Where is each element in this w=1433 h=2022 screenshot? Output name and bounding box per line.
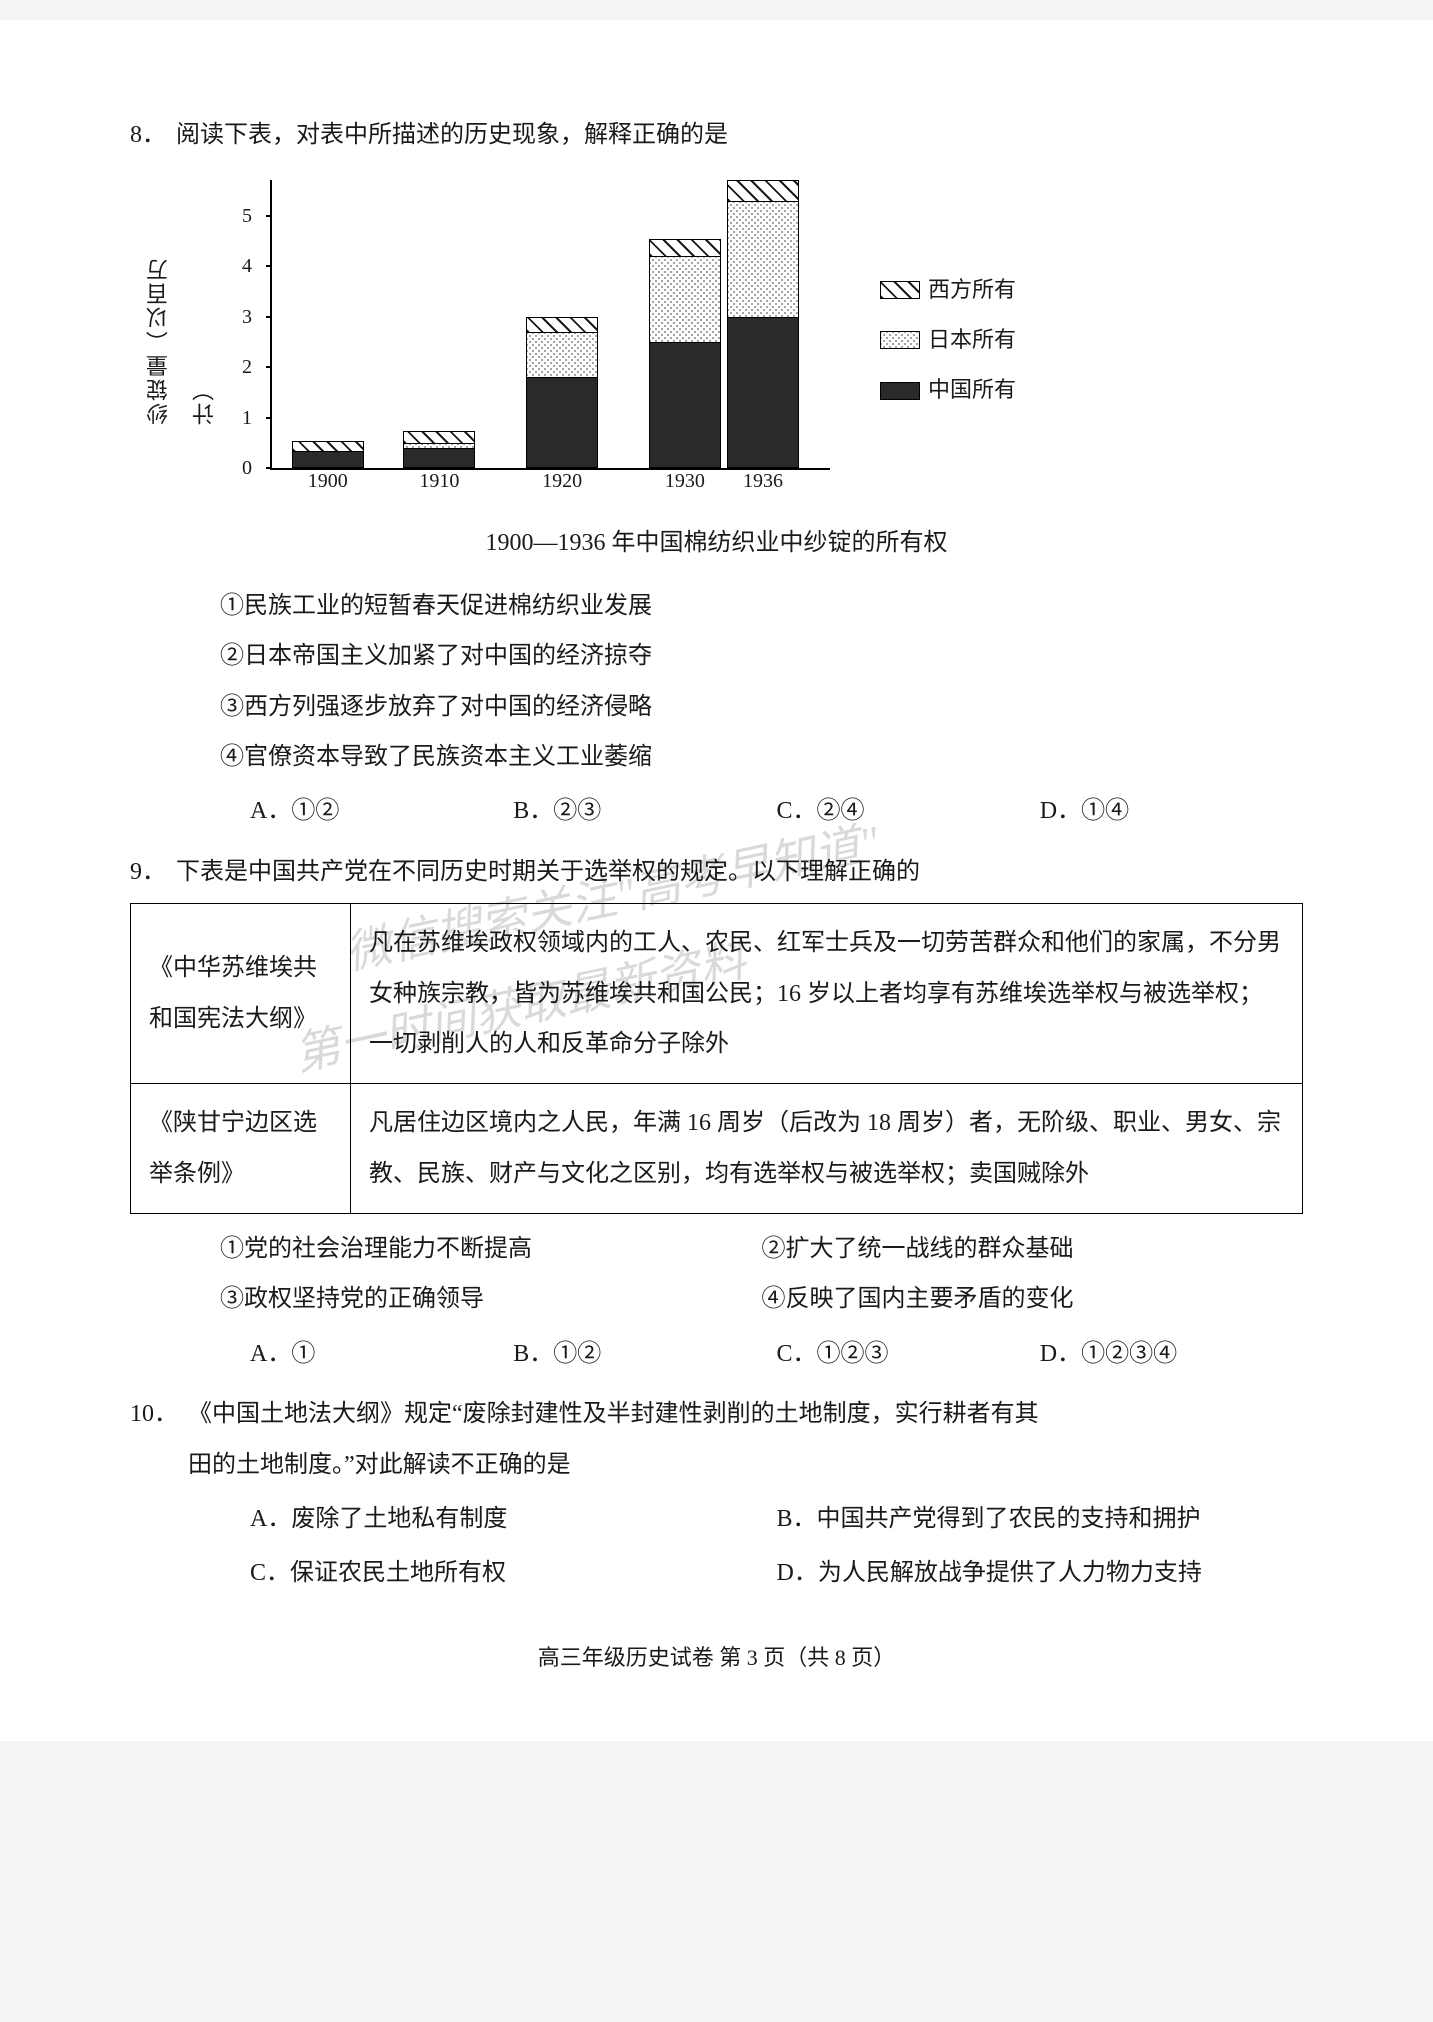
ytick-mark xyxy=(266,366,272,368)
q10-number: 10． xyxy=(130,1389,188,1490)
bar-segment-west xyxy=(526,317,598,332)
q9-stmt-1: ①党的社会治理能力不断提高 xyxy=(220,1224,762,1274)
ytick-mark xyxy=(266,265,272,267)
q9-r2-content: 凡居住边区境内之人民，年满 16 周岁（后改为 18 周岁）者，无阶级、职业、男… xyxy=(351,1084,1303,1214)
q9-r1-content: 凡在苏维埃政权领域内的工人、农民、红军士兵及一切劳苦群众和他们的家属，不分男女种… xyxy=(351,904,1303,1084)
q8-stmt-4: ④官僚资本导致了民族资本主义工业萎缩 xyxy=(220,732,1303,782)
q10-options-row1: A．废除了土地私有制度 B．中国共产党得到了农民的支持和拥护 xyxy=(250,1494,1303,1544)
q9-stmts-row2: ③政权坚持党的正确领导 ④反映了国内主要矛盾的变化 xyxy=(220,1274,1303,1324)
q9-stmt-3: ③政权坚持党的正确领导 xyxy=(220,1274,762,1324)
legend-china: 中国所有 xyxy=(880,367,1016,413)
q10-stem-l1: 《中国土地法大纲》规定“废除封建性及半封建性剥削的土地制度，实行耕者有其 xyxy=(188,1401,1039,1427)
ytick-mark xyxy=(266,316,272,318)
q8-opt-d: D．①④ xyxy=(1040,786,1303,836)
q10-opt-a: A．废除了土地私有制度 xyxy=(250,1494,777,1544)
chart-legend: 西方所有 日本所有 中国所有 xyxy=(880,267,1016,414)
q9-table: 《中华苏维埃共和国宪法大纲》 凡在苏维埃政权领域内的工人、农民、红军士兵及一切劳… xyxy=(130,903,1303,1214)
q10-stem-l2: 田的土地制度。”对此解读不正确的是 xyxy=(188,1452,571,1478)
q9-opt-d: D．①②③④ xyxy=(1040,1329,1303,1379)
q8-stem-row: 8． 阅读下表，对表中所描述的历史现象，解释正确的是 xyxy=(130,110,1303,160)
legend-swatch-west xyxy=(880,281,920,299)
ytick-label: 1 xyxy=(242,397,252,439)
q8-stmt-3: ③西方列强逐步放弃了对中国的经济侵略 xyxy=(220,682,1303,732)
ytick-label: 4 xyxy=(242,245,252,287)
bar-segment-japan xyxy=(649,256,721,342)
xtick-label: 1920 xyxy=(542,460,582,502)
ytick-label: 0 xyxy=(242,447,252,489)
xtick-label: 1936 xyxy=(743,460,783,502)
bar-segment-west xyxy=(649,239,721,257)
q8-number: 8． xyxy=(130,110,176,160)
table-row: 《陕甘宁边区选举条例》 凡居住边区境内之人民，年满 16 周岁（后改为 18 周… xyxy=(131,1084,1303,1214)
q9-stmts-row1: ①党的社会治理能力不断提高 ②扩大了统一战线的群众基础 xyxy=(220,1224,1303,1274)
q10-opt-d: D．为人民解放战争提供了人力物力支持 xyxy=(777,1548,1304,1598)
bar-column xyxy=(727,180,799,468)
q9-r1-title: 《中华苏维埃共和国宪法大纲》 xyxy=(131,904,351,1084)
bar-segment-west xyxy=(727,180,799,200)
q10-stem-row: 10． 《中国土地法大纲》规定“废除封建性及半封建性剥削的土地制度，实行耕者有其… xyxy=(130,1389,1303,1490)
legend-japan: 日本所有 xyxy=(880,317,1016,363)
q9-opt-a: A．① xyxy=(250,1329,513,1379)
bar-segment-japan xyxy=(526,332,598,377)
ytick-mark xyxy=(266,417,272,419)
q8-stmt-1: ①民族工业的短暂春天促进棉纺织业发展 xyxy=(220,581,1303,631)
ytick-label: 2 xyxy=(242,346,252,388)
q8-stem: 阅读下表，对表中所描述的历史现象，解释正确的是 xyxy=(176,110,1303,160)
q10-opt-c: C．保证农民土地所有权 xyxy=(250,1548,777,1598)
q10-options-row2: C．保证农民土地所有权 D．为人民解放战争提供了人力物力支持 xyxy=(250,1548,1303,1598)
q9-number: 9． xyxy=(130,847,176,897)
q8-stmt-2: ②日本帝国主义加紧了对中国的经济掠夺 xyxy=(220,631,1303,681)
bar-column xyxy=(649,239,721,469)
q8-chart: 纱锭量（以百万计） 01234519001910192019301936 xyxy=(200,170,840,510)
q9-r2-title: 《陕甘宁边区选举条例》 xyxy=(131,1084,351,1214)
bar-segment-china xyxy=(526,377,598,468)
q8-opt-c: C．②④ xyxy=(777,786,1040,836)
q9-stmt-4: ④反映了国内主要矛盾的变化 xyxy=(762,1274,1304,1324)
q9-opt-b: B．①② xyxy=(513,1329,776,1379)
q8-opt-b: B．②③ xyxy=(513,786,776,836)
page-footer: 高三年级历史试卷 第 3 页（共 8 页） xyxy=(130,1635,1303,1681)
q8-options: A．①② B．②③ C．②④ D．①④ xyxy=(250,786,1303,836)
chart-caption: 1900—1936 年中国棉纺织业中纱锭的所有权 xyxy=(130,518,1303,568)
legend-west: 西方所有 xyxy=(880,267,1016,313)
q9-opt-c: C．①②③ xyxy=(777,1329,1040,1379)
legend-swatch-china xyxy=(880,382,920,400)
q10-opt-b: B．中国共产党得到了农民的支持和拥护 xyxy=(777,1494,1304,1544)
y-axis-label: 纱锭量（以百万计） xyxy=(136,255,228,425)
table-row: 《中华苏维埃共和国宪法大纲》 凡在苏维埃政权领域内的工人、农民、红军士兵及一切劳… xyxy=(131,904,1303,1084)
legend-label-west: 西方所有 xyxy=(928,267,1016,313)
bar-segment-china xyxy=(727,317,799,469)
legend-label-japan: 日本所有 xyxy=(928,317,1016,363)
q9-stem: 下表是中国共产党在不同历史时期关于选举权的规定。以下理解正确的 xyxy=(176,847,1303,897)
bar-segment-japan xyxy=(727,201,799,317)
xtick-label: 1900 xyxy=(308,460,348,502)
xtick-label: 1930 xyxy=(665,460,705,502)
q8-chart-area: 纱锭量（以百万计） 01234519001910192019301936 西方所… xyxy=(200,170,1303,510)
ytick-mark xyxy=(266,215,272,217)
chart-plot: 01234519001910192019301936 xyxy=(270,180,830,470)
ytick-mark xyxy=(266,467,272,469)
q8-opt-a: A．①② xyxy=(250,786,513,836)
bar-segment-west xyxy=(403,431,475,444)
q9-stem-row: 9． 下表是中国共产党在不同历史时期关于选举权的规定。以下理解正确的 xyxy=(130,847,1303,897)
exam-page: 8． 阅读下表，对表中所描述的历史现象，解释正确的是 纱锭量（以百万计） 012… xyxy=(0,20,1433,1741)
bar-column xyxy=(526,317,598,469)
q9-stmt-2: ②扩大了统一战线的群众基础 xyxy=(762,1224,1304,1274)
bar-segment-china xyxy=(649,342,721,468)
ytick-label: 3 xyxy=(242,296,252,338)
ytick-label: 5 xyxy=(242,195,252,237)
legend-label-china: 中国所有 xyxy=(928,367,1016,413)
q9-options: A．① B．①② C．①②③ D．①②③④ xyxy=(250,1329,1303,1379)
q10-stem: 《中国土地法大纲》规定“废除封建性及半封建性剥削的土地制度，实行耕者有其 田的土… xyxy=(188,1389,1303,1490)
bar-segment-west xyxy=(292,441,364,451)
xtick-label: 1910 xyxy=(419,460,459,502)
legend-swatch-japan xyxy=(880,331,920,349)
